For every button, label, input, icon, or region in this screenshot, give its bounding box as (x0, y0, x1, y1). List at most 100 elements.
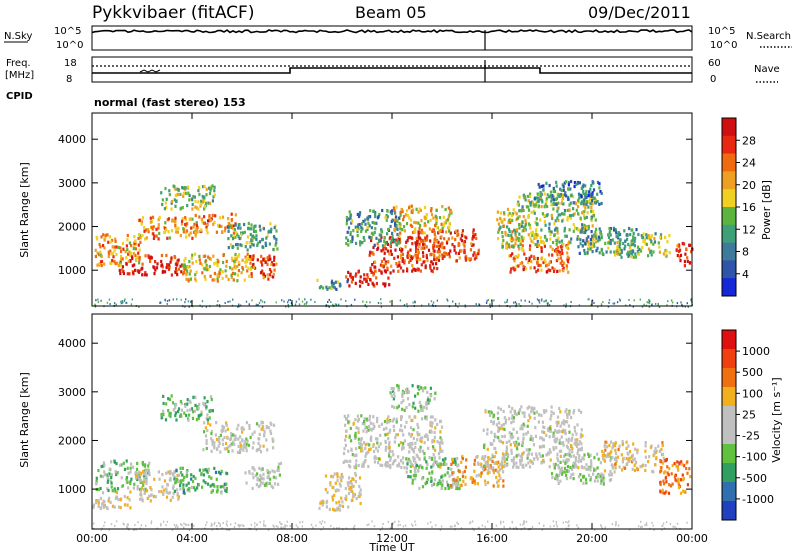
data-cell (580, 459, 583, 463)
data-cell (172, 408, 175, 412)
data-cell (104, 233, 107, 237)
data-cell (364, 459, 367, 463)
data-cell (395, 238, 398, 242)
data-cell (688, 243, 692, 247)
data-cell (584, 193, 587, 197)
data-cell (185, 272, 188, 276)
data-cell (358, 491, 361, 495)
data-cell (349, 213, 353, 217)
data-cell (629, 233, 632, 237)
data-cell (184, 217, 187, 221)
data-cell (362, 236, 365, 240)
data-cell (537, 268, 540, 272)
data-cell (587, 235, 590, 239)
data-cell (369, 209, 372, 213)
data-cell (533, 211, 536, 215)
ground-scatter-cell (509, 305, 511, 308)
data-cell (372, 422, 375, 426)
data-cell (175, 418, 178, 422)
data-cell (553, 189, 557, 193)
data-cell (181, 466, 184, 470)
data-cell (365, 279, 368, 283)
data-cell (554, 202, 557, 207)
data-cell (208, 475, 211, 479)
data-cell (499, 211, 503, 215)
data-cell (132, 271, 135, 275)
data-cell (198, 254, 201, 258)
data-cell (241, 430, 244, 434)
ground-scatter-cell (310, 523, 313, 526)
data-cell (266, 256, 269, 260)
data-cell (163, 230, 166, 235)
data-cell (193, 222, 196, 226)
data-cell (573, 226, 577, 230)
ground-scatter-cell (184, 305, 186, 308)
data-cell (243, 443, 246, 447)
data-cell (636, 245, 640, 249)
data-cell (427, 220, 430, 224)
data-cell (271, 486, 275, 490)
ground-scatter-cell (515, 526, 517, 529)
ground-scatter-cell (137, 521, 139, 524)
data-cell (555, 446, 558, 450)
data-cell (608, 443, 611, 448)
data-cell (492, 470, 495, 475)
data-cell (575, 465, 578, 469)
data-cell (571, 433, 574, 437)
data-cell (251, 446, 254, 450)
data-cell (562, 242, 565, 246)
data-cell (445, 230, 448, 234)
data-cell (652, 470, 655, 474)
data-cell (115, 245, 118, 249)
data-cell (625, 440, 628, 444)
data-cell (379, 442, 382, 446)
data-cell (644, 241, 647, 246)
ground-scatter-cell (568, 520, 570, 523)
data-cell (655, 456, 658, 460)
data-cell (495, 423, 498, 427)
data-cell (624, 239, 627, 243)
data-cell (587, 205, 590, 209)
data-cell (565, 180, 568, 184)
data-cell (430, 479, 433, 484)
ground-scatter-cell (604, 526, 606, 529)
data-cell (355, 426, 358, 430)
data-cell (632, 442, 635, 446)
data-cell (130, 477, 133, 481)
data-cell (174, 406, 177, 410)
data-cell (351, 276, 354, 280)
ground-scatter-cell (281, 523, 283, 526)
data-cell (415, 243, 418, 247)
data-cell (480, 471, 483, 475)
data-cell (100, 235, 103, 239)
data-cell (450, 210, 453, 214)
data-cell (145, 489, 149, 493)
ground-scatter-cell (486, 299, 488, 302)
data-cell (438, 254, 441, 258)
data-cell (507, 233, 510, 237)
data-cell (594, 218, 597, 222)
data-cell (638, 247, 641, 251)
data-cell (409, 442, 412, 446)
data-cell (543, 244, 546, 248)
data-cell (401, 228, 404, 232)
ground-scatter-cell (294, 303, 297, 306)
colorbar-tick-label: -100 (742, 451, 767, 464)
data-cell (336, 479, 339, 483)
data-cell (227, 229, 230, 233)
data-cell (153, 234, 156, 238)
data-cell (210, 449, 213, 453)
data-cell (277, 466, 280, 470)
data-cell (249, 257, 252, 261)
data-cell (119, 498, 122, 502)
ground-scatter-cell (275, 301, 277, 304)
data-cell (200, 410, 203, 414)
data-cell (584, 184, 587, 188)
data-cell (341, 475, 344, 479)
ground-scatter-cell (162, 520, 165, 523)
ground-scatter-cell (615, 523, 617, 525)
data-cell (255, 237, 258, 241)
ground-scatter-cell (681, 303, 683, 306)
ground-scatter-cell (234, 522, 237, 525)
data-cell (235, 258, 238, 262)
